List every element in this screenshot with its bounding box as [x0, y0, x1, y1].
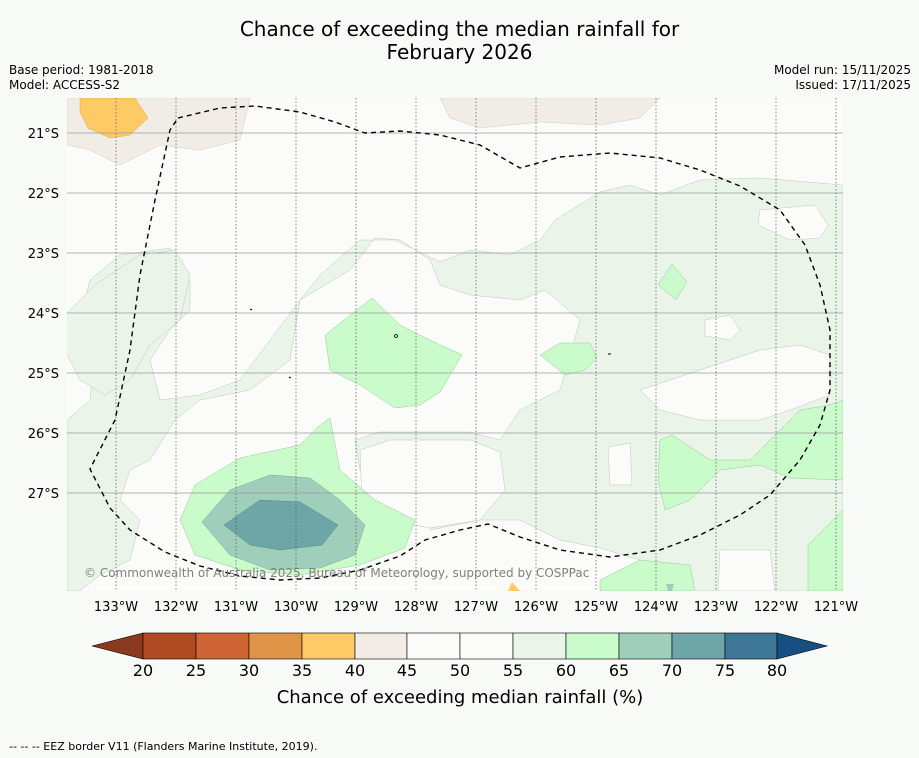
lat-label: 22°S [28, 187, 59, 202]
lon-label: 129°W [334, 600, 378, 615]
colorbar-bin [142, 632, 197, 660]
colorbar-tick: 55 [503, 661, 523, 680]
colorbar-tick: 25 [186, 661, 206, 680]
longitude-labels: 133°W 132°W 131°W 130°W 129°W 128°W 127°… [94, 600, 858, 615]
longitude-gridlines [115, 98, 837, 591]
colorbar-tick: 40 [345, 661, 365, 680]
colorbar-tick: 60 [556, 661, 576, 680]
colorbar-bin [195, 632, 250, 660]
meta-left: Base period: 1981-2018 Model: ACCESS-S2 [9, 63, 154, 93]
footer-note: -- -- -- EEZ border V11 (Flanders Marine… [9, 740, 318, 753]
contour-40-45-n [439, 98, 661, 129]
lat-label: 25°S [28, 367, 59, 382]
colorbar-bin [512, 632, 567, 660]
colorbar-bin [565, 632, 620, 660]
contour-60-65-a [324, 297, 463, 409]
lon-label: 123°W [694, 600, 738, 615]
base-period: Base period: 1981-2018 [9, 63, 154, 77]
colorbar-tick: 20 [133, 661, 153, 680]
model-run: Model run: 15/11/2025 [773, 63, 911, 77]
lon-label: 128°W [394, 600, 438, 615]
colorbar-tick: 70 [662, 661, 682, 680]
latitude-labels: 21°S 22°S 23°S 24°S 25°S 26°S 27°S [28, 127, 59, 502]
colorbar-bin [724, 632, 778, 660]
lat-label: 23°S [28, 247, 59, 262]
contour-60-65-c [657, 263, 688, 301]
lon-label: 131°W [214, 600, 258, 615]
latitude-gridlines [67, 132, 843, 494]
island-marker [249, 308, 253, 311]
contour-35-40-s [508, 582, 520, 591]
lon-label: 133°W [94, 600, 138, 615]
lon-label: 132°W [154, 600, 198, 615]
model-name: Model: ACCESS-S2 [9, 78, 121, 92]
colorbar-extend-high [776, 632, 829, 660]
colorbar-bin [354, 632, 408, 660]
lat-label: 26°S [28, 427, 59, 442]
lon-label: 127°W [454, 600, 498, 615]
colorbar-bin [301, 632, 356, 660]
colorbar-ticks: 20 25 30 35 40 45 50 55 60 65 70 75 80 [133, 661, 787, 680]
colorbar-bin [671, 632, 726, 660]
lon-label: 125°W [574, 600, 618, 615]
contour-60-65-b [539, 342, 598, 376]
issued-date: Issued: 17/11/2025 [795, 78, 911, 92]
map-area: © Commonwealth of Australia 2025, Bureau… [67, 98, 843, 591]
island-marker [394, 334, 398, 338]
map-title: Chance of exceeding the median rainfall … [0, 18, 919, 64]
lon-label: 124°W [634, 600, 678, 615]
colorbar-tick: 45 [397, 661, 417, 680]
contour-65-70-s [666, 584, 674, 591]
colorbar-bin [459, 632, 514, 660]
colorbar-bin [406, 632, 461, 660]
colorbar-bin [248, 632, 303, 660]
island-marker [288, 376, 292, 379]
title-line-1: Chance of exceeding the median rainfall … [239, 17, 680, 41]
colorbar-tick: 80 [767, 661, 787, 680]
colorbar-bin [618, 632, 673, 660]
contour-55-60 [67, 177, 843, 591]
lat-label: 24°S [28, 307, 59, 322]
contour-60-65-e [807, 509, 843, 591]
contour-50-hole-e [607, 442, 633, 486]
contour-50-hole-b [639, 344, 831, 421]
contour-60-65-f [599, 559, 696, 591]
colorbar-tick: 65 [609, 661, 629, 680]
colorbar-extend-low [91, 632, 144, 660]
contour-50-hole-f [717, 549, 776, 591]
lon-label: 122°W [754, 600, 798, 615]
lon-label: 130°W [274, 600, 318, 615]
colorbar-tick: 50 [450, 661, 470, 680]
colorbar-tick: 75 [715, 661, 735, 680]
contour-50-hole-d [704, 314, 741, 341]
contour-60-65-d [657, 399, 843, 511]
lat-label: 27°S [28, 487, 59, 502]
colorbar-tick: 30 [239, 661, 259, 680]
contour-35-40 [79, 98, 149, 139]
meta-right: Model run: 15/11/2025 Issued: 17/11/2025 [774, 63, 911, 93]
colorbar-label: Chance of exceeding median rainfall (%) [277, 687, 644, 708]
colorbar [91, 632, 829, 660]
lat-label: 21°S [28, 127, 59, 142]
lon-label: 126°W [514, 600, 558, 615]
contour-50-hole-c [757, 204, 829, 241]
contour-55-60-w [67, 249, 191, 396]
eez-border [89, 105, 831, 581]
lon-label: 121°W [814, 600, 858, 615]
copyright-text: © Commonwealth of Australia 2025, Bureau… [84, 566, 589, 580]
colorbar-tick: 35 [292, 661, 312, 680]
title-line-2: February 2026 [386, 40, 533, 64]
contour-70-75 [223, 499, 339, 551]
